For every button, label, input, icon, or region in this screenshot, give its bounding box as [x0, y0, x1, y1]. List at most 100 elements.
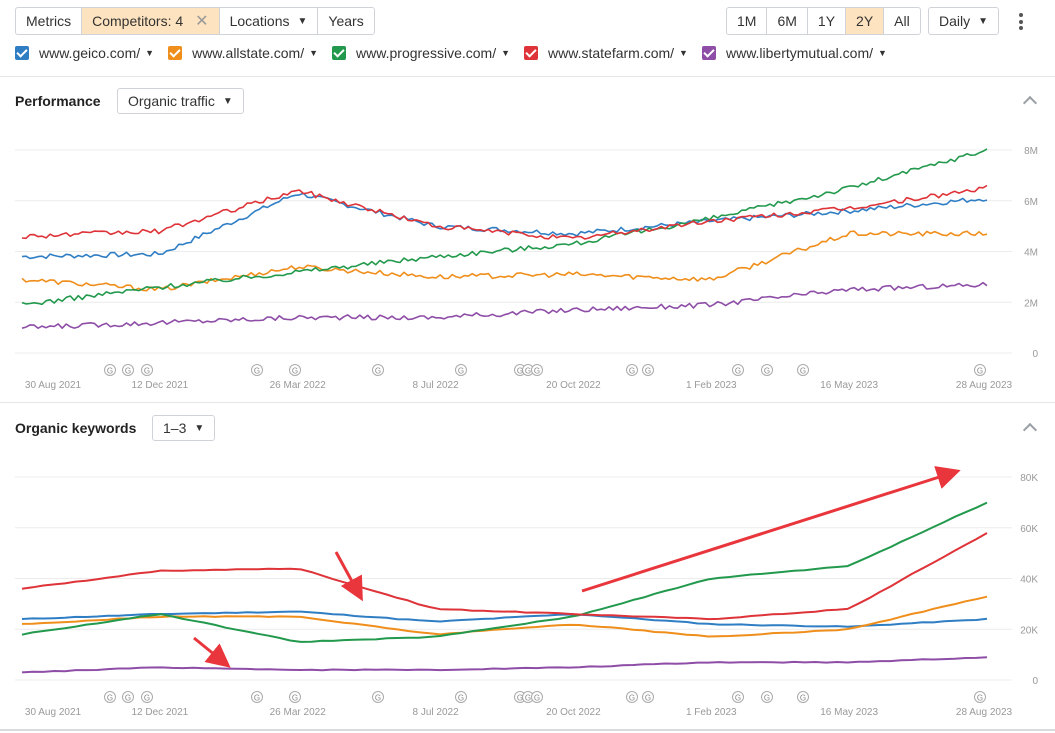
more-options-icon[interactable] [1019, 13, 1023, 33]
x-tick-label: 20 Oct 2022 [546, 707, 601, 718]
divider [0, 402, 1055, 403]
google-update-marker[interactable]: G [522, 691, 534, 703]
google-update-marker[interactable]: G [974, 364, 986, 376]
legend-item-libertymutual[interactable]: www.libertymutual.com/ ▼ [701, 45, 887, 61]
google-update-marker[interactable]: G [761, 691, 773, 703]
competitors-button[interactable]: Competitors: 4 ✕ [81, 8, 219, 34]
svg-text:G: G [800, 367, 806, 376]
legend-item-progressive[interactable]: www.progressive.com/ ▼ [332, 45, 510, 61]
caret-down-icon[interactable]: ▼ [679, 48, 688, 58]
svg-text:G: G [144, 694, 150, 703]
google-update-marker[interactable]: G [761, 364, 773, 376]
x-tick-label: 26 Mar 2022 [270, 380, 327, 391]
range-all-button[interactable]: All [883, 8, 920, 34]
series-line-libertymutual[interactable] [21, 656, 988, 674]
series-line-allstate[interactable] [21, 230, 988, 292]
google-update-marker[interactable]: G [122, 691, 134, 703]
google-update-marker[interactable]: G [974, 691, 986, 703]
google-update-marker[interactable]: G [626, 691, 638, 703]
x-tick-label: 30 Aug 2021 [25, 380, 82, 391]
range-6m-button[interactable]: 6M [766, 8, 806, 34]
google-update-marker[interactable]: G [642, 691, 654, 703]
svg-text:G: G [458, 694, 464, 703]
y-tick-label: 0 [1032, 676, 1038, 687]
google-update-marker[interactable]: G [122, 364, 134, 376]
google-update-marker[interactable]: G [642, 364, 654, 376]
series-line-statefarm[interactable] [21, 532, 988, 621]
range-1y-button[interactable]: 1Y [806, 8, 845, 34]
svg-text:G: G [125, 367, 131, 376]
google-update-marker[interactable]: G [104, 691, 116, 703]
google-update-marker[interactable]: G [531, 691, 543, 703]
divider [0, 76, 1055, 77]
google-update-marker[interactable]: G [626, 364, 638, 376]
google-update-marker[interactable]: G [289, 691, 301, 703]
google-update-marker[interactable]: G [372, 364, 384, 376]
range-2y-button[interactable]: 2Y [845, 8, 884, 34]
checkbox-icon[interactable] [168, 46, 183, 60]
y-tick-label: 2M [1024, 298, 1038, 309]
range-1m-button[interactable]: 1M [737, 13, 757, 29]
legend-label: www.statefarm.com/ [548, 45, 675, 61]
checkbox-icon[interactable] [332, 46, 347, 60]
series-line-libertymutual[interactable] [21, 281, 988, 329]
caret-down-icon[interactable]: ▼ [145, 48, 155, 58]
google-update-marker[interactable]: G [797, 691, 809, 703]
svg-text:G: G [375, 367, 381, 376]
granularity-dropdown[interactable]: Daily ▼ [928, 7, 1000, 35]
legend-item-geico[interactable]: www.geico.com/ ▼ [15, 45, 154, 61]
checkbox-icon[interactable] [524, 46, 539, 60]
caret-down-icon[interactable]: ▼ [878, 48, 887, 58]
google-update-marker[interactable]: G [289, 364, 301, 376]
filter-toolbar: Metrics Competitors: 4 ✕ Locations ▼ Yea… [15, 7, 375, 35]
x-tick-label: 20 Oct 2022 [546, 380, 601, 391]
competitors-label: Competitors: 4 [92, 13, 184, 29]
caret-down-icon[interactable]: ▼ [501, 48, 511, 58]
collapse-icon[interactable] [1022, 95, 1038, 111]
google-update-marker[interactable]: G [732, 364, 744, 376]
google-update-marker[interactable]: G [797, 364, 809, 376]
x-tick-label: 28 Aug 2023 [956, 707, 1013, 718]
checkbox-icon[interactable] [701, 46, 716, 60]
svg-text:G: G [107, 367, 113, 376]
svg-text:G: G [107, 694, 113, 703]
series-line-allstate[interactable] [21, 595, 988, 638]
years-button[interactable]: Years [317, 8, 373, 34]
y-tick-label: 20K [1020, 625, 1038, 636]
google-update-marker[interactable]: G [251, 691, 263, 703]
checkbox-icon[interactable] [15, 46, 29, 60]
position-dropdown[interactable]: 1–3 ▼ [152, 415, 216, 441]
metrics-button[interactable]: Metrics [26, 13, 72, 29]
series-line-progressive[interactable] [21, 148, 988, 306]
google-update-marker[interactable]: G [732, 691, 744, 703]
legend-item-statefarm[interactable]: www.statefarm.com/ ▼ [524, 45, 688, 61]
legend-item-allstate[interactable]: www.allstate.com/ ▼ [168, 45, 318, 61]
drop-arrow [193, 636, 231, 668]
legend-label: www.libertymutual.com/ [725, 45, 874, 61]
google-update-marker[interactable]: G [455, 691, 467, 703]
google-update-marker[interactable]: G [455, 364, 467, 376]
svg-text:G: G [629, 694, 635, 703]
google-update-marker[interactable]: G [141, 691, 153, 703]
series-line-geico[interactable] [21, 192, 988, 260]
collapse-icon[interactable] [1022, 422, 1038, 438]
svg-text:G: G [977, 694, 983, 703]
series-line-progressive[interactable] [21, 501, 988, 643]
series-line-geico[interactable] [21, 610, 988, 628]
caret-down-icon[interactable]: ▼ [309, 48, 319, 58]
x-tick-label: 16 May 2023 [820, 380, 878, 391]
google-update-marker[interactable]: G [531, 364, 543, 376]
trend-arrow [581, 466, 961, 593]
google-update-marker[interactable]: G [251, 364, 263, 376]
svg-text:G: G [458, 367, 464, 376]
svg-text:G: G [800, 694, 806, 703]
caret-down-icon: ▼ [297, 15, 308, 27]
locations-dropdown[interactable]: Locations ▼ [218, 8, 318, 34]
google-update-marker[interactable]: G [141, 364, 153, 376]
google-update-marker[interactable]: G [372, 691, 384, 703]
metric-dropdown[interactable]: Organic traffic ▼ [117, 88, 244, 114]
google-update-marker[interactable]: G [104, 364, 116, 376]
svg-text:G: G [534, 694, 540, 703]
series-line-statefarm[interactable] [21, 184, 988, 240]
close-icon[interactable]: ✕ [195, 13, 209, 30]
